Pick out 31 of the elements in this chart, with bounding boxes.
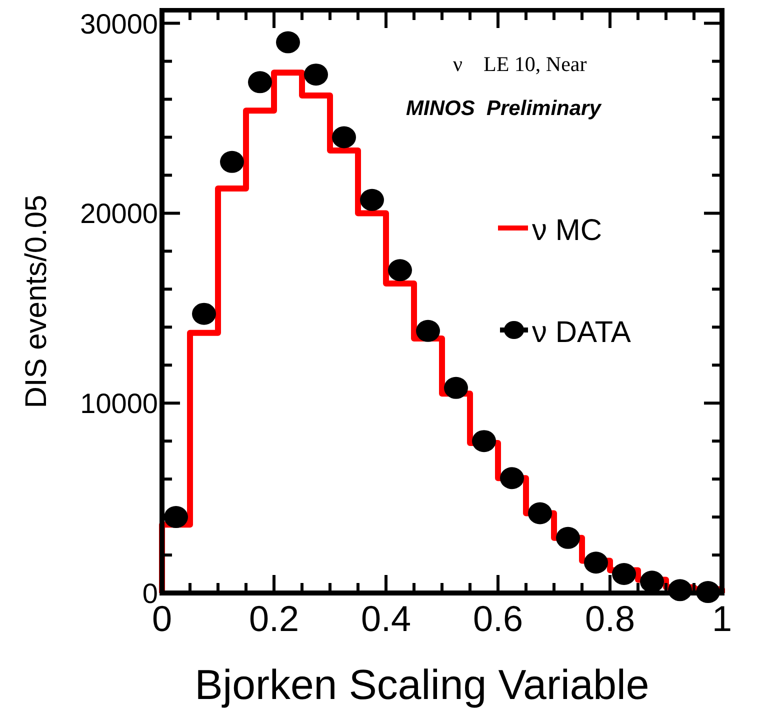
- point: [164, 506, 188, 528]
- point: [248, 71, 272, 94]
- x-tick-label: 0.8: [584, 598, 636, 639]
- y-tick-label: 10000: [80, 388, 158, 420]
- point: [472, 430, 496, 452]
- point: [416, 320, 440, 342]
- point: [276, 31, 300, 54]
- annotation: MINOS Preliminary: [406, 97, 602, 120]
- y-tick-label: 20000: [80, 198, 158, 230]
- y-axis-title: DIS events/0.05: [20, 194, 53, 408]
- x-tick-label: 0.2: [248, 598, 300, 639]
- point: [500, 467, 524, 490]
- y-tick-label: 30000: [80, 8, 158, 40]
- point: [528, 502, 552, 524]
- x-tick-label: 0.6: [472, 598, 524, 639]
- point: [332, 126, 356, 148]
- x-tick-label: 1: [712, 598, 732, 639]
- x-axis-title: Bjorken Scaling Variable: [194, 661, 650, 708]
- annotation: ν LE 10, Near: [453, 52, 587, 76]
- x-tick-label: 0.4: [360, 598, 412, 639]
- legend-label: ν MC: [532, 214, 602, 247]
- point: [444, 376, 468, 399]
- point: [360, 188, 384, 211]
- point: [584, 552, 608, 574]
- point: [612, 563, 636, 586]
- point: [192, 302, 216, 325]
- point: [388, 259, 412, 282]
- point: [304, 64, 328, 86]
- legend-label: ν DATA: [532, 316, 631, 349]
- point: [556, 526, 580, 549]
- point: [220, 150, 244, 173]
